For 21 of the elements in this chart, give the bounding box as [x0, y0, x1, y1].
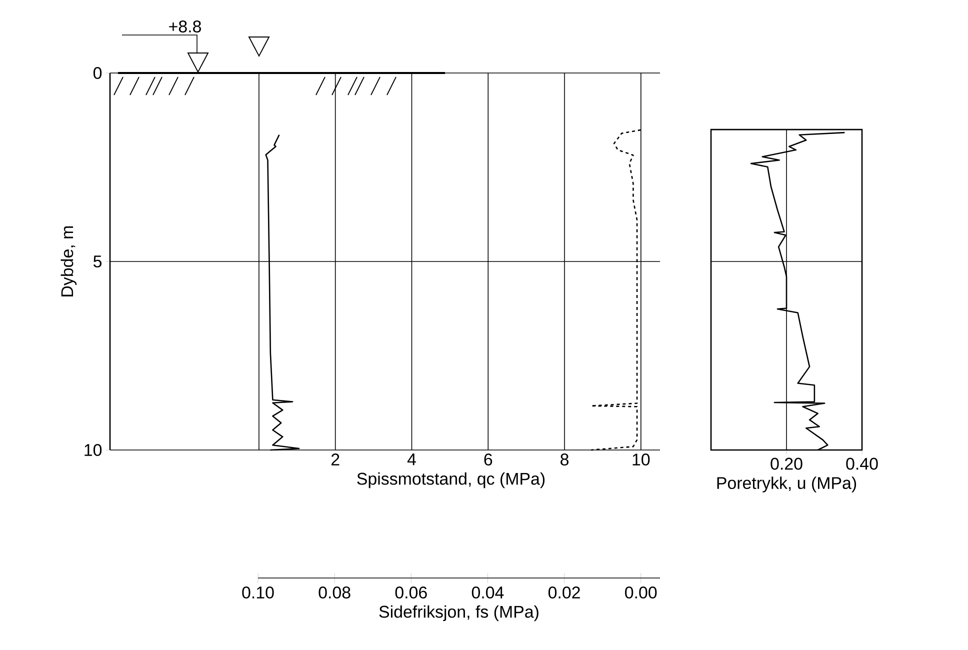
x2-tick-label: 0.02 — [548, 586, 580, 599]
x-tick-label: 10 — [632, 454, 650, 466]
x-tick-label: 0.20 — [770, 458, 802, 470]
x-tick-label: 4 — [407, 454, 416, 466]
y-tick-label: 10 — [84, 444, 102, 456]
y-tick-label: 5 — [93, 256, 102, 268]
x2-tick-label: 0.04 — [472, 586, 504, 599]
x2-tick-label: 0.06 — [395, 586, 427, 599]
y-tick-label: 0 — [93, 67, 102, 79]
x2-tick-label: 0.00 — [625, 586, 657, 599]
x-axis-title: Spissmotstand, qc (MPa) — [357, 472, 545, 488]
x-tick-label: 2 — [332, 454, 340, 466]
y-axis-title: Dybde, m — [60, 226, 77, 296]
x-tick-label: 6 — [484, 454, 492, 466]
x-tick-label: 8 — [560, 454, 568, 466]
x-axis-title: Poretrykk, u (MPa) — [717, 476, 856, 492]
x-tick-label: 0.40 — [846, 458, 878, 470]
text: +8.8 — [169, 20, 201, 32]
x2-tick-label: 0.08 — [318, 586, 350, 599]
x2-axis-title: Sidefriksjon, fs (MPa) — [379, 605, 538, 622]
x2-tick-label: 0.10 — [242, 586, 274, 599]
